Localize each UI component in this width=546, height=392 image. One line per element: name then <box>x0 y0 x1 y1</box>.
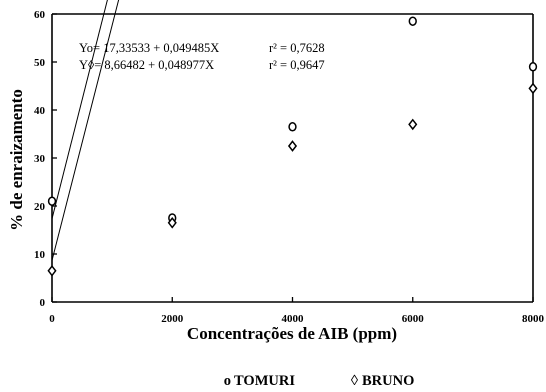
regression-line-tomuri <box>51 0 108 219</box>
y-axis-title: % de enraizamento <box>7 89 26 231</box>
legend-label-bruno: BRUNO <box>362 373 414 389</box>
point-bruno <box>167 216 177 229</box>
x-tick-label: 0 <box>49 313 55 325</box>
r2-bruno: r² = 0,9647 <box>269 58 325 72</box>
x-tick-label: 8000 <box>522 313 545 325</box>
r2-tomuri: r² = 0,7628 <box>269 41 325 55</box>
equation-tomuri: Yo= 17,33533 + 0,049485X <box>79 41 219 55</box>
point-bruno <box>408 118 418 131</box>
legend-symbol-bruno: ◊ <box>351 373 359 389</box>
point-bruno <box>287 140 298 152</box>
y-tick-label: 40 <box>34 105 46 117</box>
x-axis-title: Concentrações de AIB (ppm) <box>187 324 397 343</box>
y-tick-label: 60 <box>34 9 46 21</box>
y-tick-label: 10 <box>34 249 46 261</box>
point-tomuri <box>288 122 297 132</box>
ticks: 0 2000 4000 6000 8000 0 10 20 30 40 50 60 <box>34 9 545 325</box>
point-tomuri <box>528 62 538 72</box>
y-tick-label: 20 <box>34 201 46 213</box>
x-tick-label: 6000 <box>402 313 425 325</box>
legend-label-tomuri: TOMURI <box>234 373 295 389</box>
equation-bruno: Y◊= 8,66482 + 0,048977X <box>79 58 214 72</box>
x-tick-label: 2000 <box>161 313 184 325</box>
y-tick-label: 0 <box>40 297 46 309</box>
point-tomuri <box>47 196 57 206</box>
data-markers <box>47 16 538 277</box>
point-tomuri <box>408 16 417 26</box>
point-bruno <box>528 82 538 95</box>
y-tick-label: 30 <box>34 153 46 165</box>
point-bruno <box>47 264 57 277</box>
y-tick-label: 50 <box>34 57 46 69</box>
legend: o TOMURI ◊ BRUNO <box>224 373 415 389</box>
x-tick-label: 4000 <box>282 313 305 325</box>
legend-symbol-tomuri: o <box>224 373 231 389</box>
